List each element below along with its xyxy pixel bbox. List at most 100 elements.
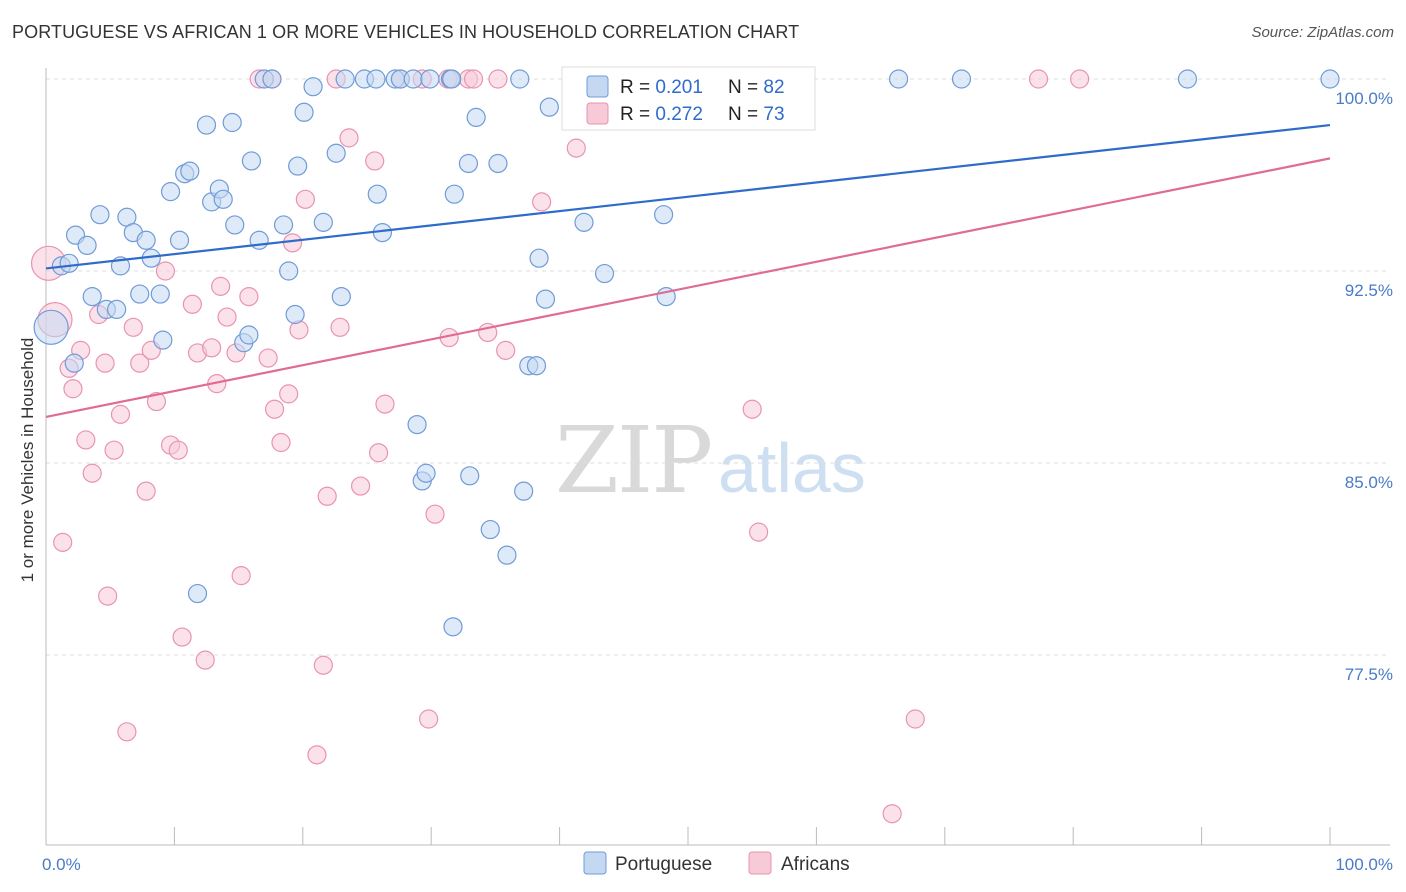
point-portuguese-41 bbox=[313, 212, 333, 232]
point-portuguese-27 bbox=[222, 112, 242, 133]
point-portuguese-76 bbox=[594, 263, 615, 284]
point-portuguese-40 bbox=[303, 77, 323, 97]
point-portuguese-81 bbox=[951, 69, 972, 89]
point-portuguese-14 bbox=[136, 230, 156, 250]
point-portuguese-5 bbox=[77, 235, 97, 255]
stats-swatch-portuguese bbox=[586, 75, 609, 98]
point-portuguese-35 bbox=[273, 215, 294, 235]
stats-r-value-portuguese: 0.201 bbox=[655, 77, 703, 98]
point-portuguese-80 bbox=[888, 69, 909, 89]
stats-n-value-portuguese: 82 bbox=[763, 77, 784, 98]
point-africans-61 bbox=[488, 69, 508, 89]
point-africans-7 bbox=[82, 463, 102, 483]
point-africans-50 bbox=[368, 443, 389, 463]
trend-line-africans bbox=[45, 157, 1331, 418]
point-africans-46 bbox=[330, 317, 350, 337]
point-portuguese-60 bbox=[458, 153, 479, 174]
point-portuguese-63 bbox=[480, 519, 500, 540]
point-portuguese-21 bbox=[180, 161, 200, 181]
point-africans-31 bbox=[231, 566, 251, 586]
point-portuguese-39 bbox=[294, 102, 314, 122]
stats-n-label-portuguese: N = bbox=[728, 77, 763, 98]
y-tick-label-3: 77.5% bbox=[1345, 665, 1393, 684]
point-portuguese-17 bbox=[153, 330, 173, 350]
point-africans-49 bbox=[365, 151, 385, 171]
point-portuguese-54 bbox=[416, 463, 436, 483]
point-africans-4 bbox=[63, 379, 83, 399]
point-africans-44 bbox=[317, 486, 337, 506]
point-portuguese-59 bbox=[444, 184, 464, 204]
point-portuguese-52 bbox=[407, 415, 427, 435]
svg-text:R = 0.201: R = 0.201 bbox=[620, 77, 703, 98]
stats-r-value-africans: 0.272 bbox=[655, 104, 703, 125]
point-africans-9 bbox=[95, 353, 115, 373]
point-portuguese-72 bbox=[539, 97, 559, 117]
point-africans-25 bbox=[195, 650, 215, 670]
x-tick-label-0: 0.0% bbox=[42, 855, 81, 874]
watermark-zip: ZIP bbox=[555, 407, 711, 514]
point-africans-72 bbox=[1070, 69, 1090, 89]
point-africans-63 bbox=[532, 192, 552, 212]
tick-labels: 100.0% 92.5% 85.0% 77.5% 0.0% 100.0% bbox=[42, 89, 1393, 874]
point-africans-39 bbox=[282, 233, 303, 253]
point-portuguese-47 bbox=[367, 184, 387, 204]
point-portuguese-19 bbox=[169, 230, 190, 250]
point-africans-47 bbox=[339, 128, 359, 148]
point-africans-43 bbox=[313, 655, 333, 675]
point-africans-15 bbox=[130, 353, 150, 373]
point-africans-54 bbox=[419, 709, 439, 729]
point-africans-36 bbox=[264, 399, 285, 419]
point-portuguese-36 bbox=[279, 261, 299, 281]
point-africans-42 bbox=[307, 745, 327, 765]
point-portuguese-37 bbox=[285, 304, 305, 325]
stats-r-label-africans: R = bbox=[620, 104, 655, 125]
point-africans-69 bbox=[905, 709, 925, 729]
point-africans-16 bbox=[136, 481, 156, 501]
point-portuguese-7 bbox=[90, 205, 110, 225]
point-portuguese-18 bbox=[160, 182, 181, 202]
legend-label-portuguese: Portuguese bbox=[615, 854, 712, 875]
point-portuguese-46 bbox=[366, 69, 386, 89]
point-africans-55 bbox=[425, 504, 445, 524]
y-tick-label-2: 85.0% bbox=[1345, 473, 1393, 492]
point-portuguese-13 bbox=[130, 284, 150, 304]
point-portuguese-9 bbox=[107, 299, 127, 319]
point-africans-14 bbox=[123, 317, 143, 337]
point-portuguese-3 bbox=[64, 353, 84, 373]
point-portuguese-69 bbox=[526, 356, 547, 376]
point-portuguese-71 bbox=[535, 289, 556, 309]
point-africans-34 bbox=[258, 348, 278, 368]
stats-n-label-africans: N = bbox=[728, 104, 763, 125]
point-africans-38 bbox=[279, 384, 299, 404]
legend-swatch-portuguese bbox=[583, 851, 607, 875]
point-africans-62 bbox=[496, 340, 516, 360]
point-portuguese-64 bbox=[488, 153, 508, 174]
point-africans-13 bbox=[117, 722, 137, 742]
axes bbox=[45, 68, 1390, 846]
svg-text:R = 0.272: R = 0.272 bbox=[620, 104, 703, 125]
point-portuguese-0 bbox=[33, 309, 69, 345]
trend-lines bbox=[45, 123, 1331, 418]
point-africans-51 bbox=[375, 394, 395, 414]
point-africans-28 bbox=[211, 276, 231, 296]
point-africans-6 bbox=[76, 430, 96, 450]
y-tick-label-1: 92.5% bbox=[1345, 281, 1393, 300]
point-portuguese-65 bbox=[497, 545, 517, 565]
point-portuguese-31 bbox=[241, 151, 262, 171]
trend-line-portuguese bbox=[45, 123, 1331, 270]
point-portuguese-67 bbox=[514, 481, 534, 501]
svg-text:N = 82: N = 82 bbox=[728, 77, 785, 98]
watermark-atlas: atlas bbox=[718, 429, 866, 507]
legend-swatch-africans bbox=[748, 851, 772, 875]
point-portuguese-32 bbox=[249, 230, 269, 250]
point-portuguese-42 bbox=[326, 143, 346, 163]
point-portuguese-16 bbox=[150, 284, 170, 304]
point-africans-19 bbox=[155, 261, 176, 281]
point-portuguese-70 bbox=[529, 248, 549, 268]
point-portuguese-28 bbox=[225, 215, 245, 235]
point-portuguese-82 bbox=[1177, 69, 1198, 89]
x-tick-label-1: 100.0% bbox=[1335, 855, 1393, 874]
point-portuguese-51 bbox=[403, 69, 423, 89]
y-tick-label-0: 100.0% bbox=[1335, 89, 1393, 108]
point-africans-41 bbox=[295, 189, 315, 209]
